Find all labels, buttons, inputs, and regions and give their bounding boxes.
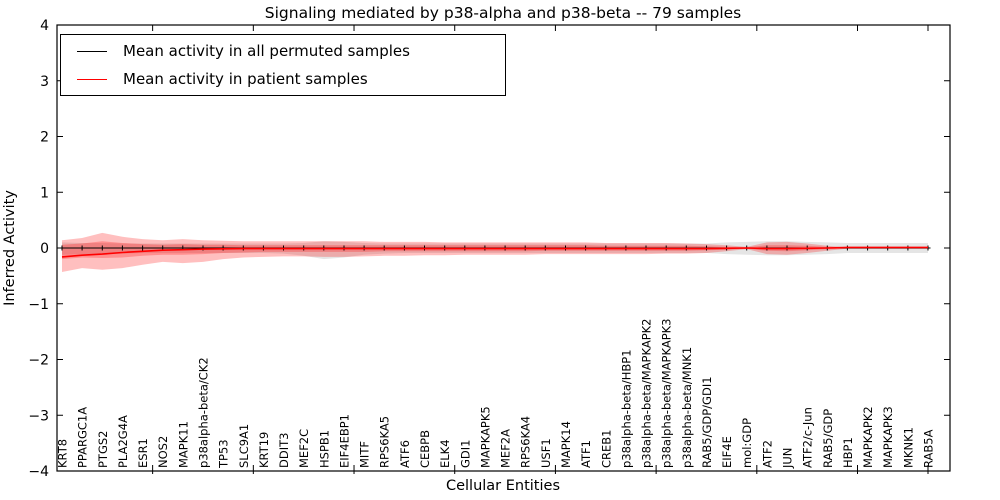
band-layer <box>62 232 928 272</box>
x-tick-label: p38alpha-beta/HBP1 <box>619 349 633 468</box>
legend-line-sample-black <box>77 50 107 52</box>
y-tick-label-layer: 4 3 2 1 0 −1 −2 −3 −4 <box>28 18 49 480</box>
x-tick-label: JUN <box>781 448 795 469</box>
x-tick-label: NOS2 <box>156 436 170 468</box>
x-tick-label: ATF2 <box>760 440 774 468</box>
x-tick-label: mol:GDP <box>740 418 754 468</box>
legend-entry-patient: Mean activity in patient samples <box>61 65 505 93</box>
y-axis-label: Inferred Activity <box>2 190 18 306</box>
x-tick-label: KRT8 <box>56 439 70 468</box>
x-tick-label: HSPB1 <box>317 430 331 468</box>
x-tick-label: MAPKAPK5 <box>478 406 492 468</box>
x-tick-label: RPS6KA4 <box>519 416 533 468</box>
x-tick-label: RAB5/GDP <box>821 409 835 468</box>
x-tick-label: EIF4E <box>720 436 734 468</box>
legend: Mean activity in all permuted samples Me… <box>60 34 506 96</box>
y-tick-label: −2 <box>28 353 49 369</box>
x-tick-label: PTGS2 <box>96 431 110 469</box>
y-tick-label: 1 <box>40 185 49 201</box>
plus-marker <box>79 245 85 251</box>
x-tick-label: RAB5A <box>922 429 936 468</box>
x-tick-label: MAPK14 <box>559 421 573 468</box>
plus-marker <box>140 245 146 251</box>
x-tick-label: PLA2G4A <box>116 415 130 468</box>
x-tick-label: MITF <box>358 441 372 468</box>
y-tick-label: 4 <box>40 18 49 34</box>
x-tick-label: ATF1 <box>579 440 593 468</box>
x-tick-label: USF1 <box>539 438 553 468</box>
plot-border <box>56 24 951 472</box>
x-tick-label: p38alpha-beta/CK2 <box>197 357 211 468</box>
x-tick-label: EIF4EBP1 <box>338 414 352 468</box>
x-tick-label: MEF2C <box>297 429 311 468</box>
x-tick-label: ATF2/c-Jun <box>801 407 815 468</box>
x-tick-label: CEBPB <box>418 430 432 468</box>
x-tick-label: MAPKAPK3 <box>881 406 895 468</box>
plus-marker <box>99 245 105 251</box>
legend-label-patient: Mean activity in patient samples <box>123 70 368 88</box>
x-tick-label: p38alpha-beta/MAPKAPK3 <box>660 319 674 469</box>
chart-title: Signaling mediated by p38-alpha and p38-… <box>265 4 741 22</box>
legend-line-sample-red <box>77 78 107 80</box>
legend-label-permuted: Mean activity in all permuted samples <box>123 42 410 60</box>
y-tick-label: −4 <box>28 464 49 480</box>
x-tick-label: MKNK1 <box>901 427 915 468</box>
x-tick-label: MAPKAPK2 <box>861 406 875 468</box>
x-tick-label: ATF6 <box>398 440 412 468</box>
x-tick-label: MEF2A <box>499 429 513 468</box>
x-tick-label: RPS6KA5 <box>378 416 392 468</box>
patient-sample-outer-range-band <box>62 232 928 272</box>
x-axis-label: Cellular Entities <box>446 478 560 494</box>
x-tick-label: DDIT3 <box>277 433 291 468</box>
y-tick-label: −1 <box>28 297 49 313</box>
y-tick-label: 2 <box>40 130 49 146</box>
patient-mean-line <box>61 246 928 258</box>
legend-entry-permuted: Mean activity in all permuted samples <box>61 37 505 65</box>
x-tick-label: TP53 <box>217 439 231 469</box>
permuted-sample-range-band <box>62 241 928 260</box>
x-tick-label: p38alpha-beta/MNK1 <box>680 347 694 468</box>
x-tick-label: ESR1 <box>136 438 150 468</box>
x-tick-label-layer: KRT8 PPARGC1A PTGS2 PLA2G4A ESR1 NOS2 MAPK11 p3… <box>56 319 936 470</box>
y-tick-label: −3 <box>28 408 49 424</box>
x-tick-label: ELK4 <box>438 439 452 468</box>
x-tick-label: MAPK11 <box>176 421 190 468</box>
x-tick-label: SLC9A1 <box>237 424 251 468</box>
x-tick-label: GDI1 <box>458 440 472 468</box>
x-tick-label: RAB5/GDP/GDI1 <box>700 376 714 468</box>
y-tick-label: 0 <box>40 241 49 257</box>
tick-layer <box>57 24 950 474</box>
line-layer <box>59 245 931 258</box>
plus-marker <box>119 245 125 251</box>
x-tick-label: PPARGC1A <box>76 407 90 468</box>
x-tick-label: KRT19 <box>257 432 271 468</box>
y-tick-label: 3 <box>40 74 49 90</box>
patient-sample-inner-range-band <box>62 241 928 260</box>
x-tick-label: HBP1 <box>841 437 855 468</box>
x-tick-label: CREB1 <box>599 430 613 469</box>
x-tick-label: p38alpha-beta/MAPKAPK2 <box>640 319 654 469</box>
